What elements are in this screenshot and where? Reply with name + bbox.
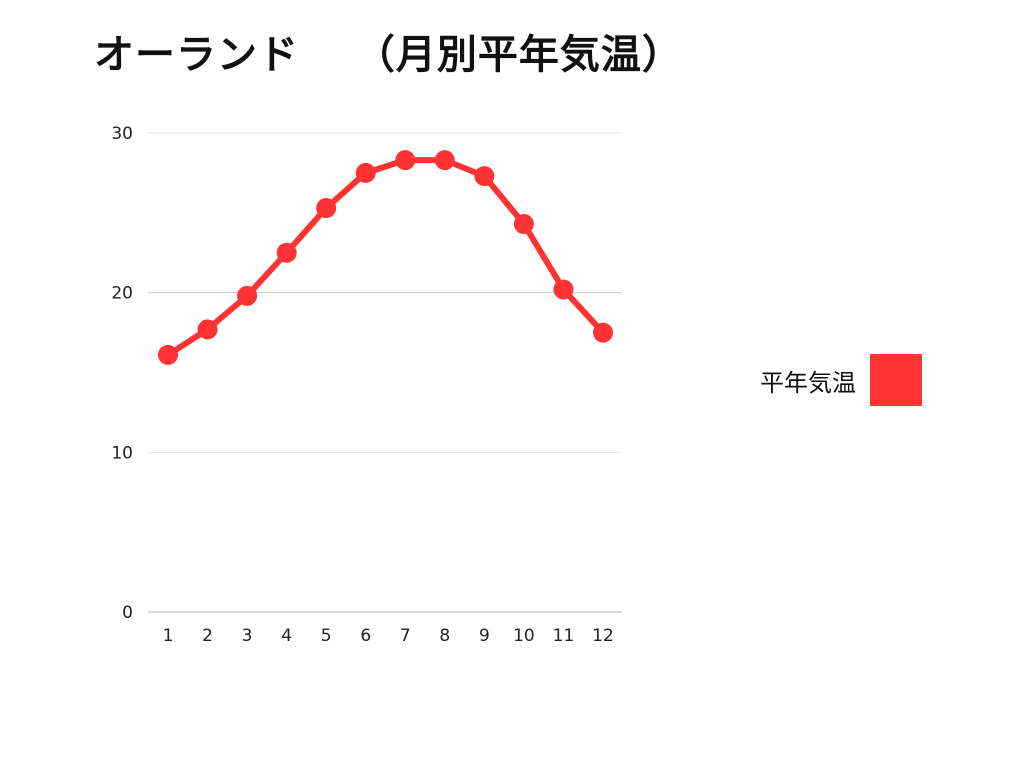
- data-point: [197, 319, 218, 340]
- x-tick-label: 5: [321, 626, 332, 646]
- series-layer: [158, 150, 613, 365]
- chart-title: オーランド （月別平年気温）: [94, 32, 683, 78]
- x-tick-label: 8: [439, 626, 450, 646]
- data-point: [355, 162, 376, 183]
- x-tick-label: 12: [592, 626, 614, 646]
- x-tick-label: 9: [479, 626, 490, 646]
- y-tick-label: 20: [111, 284, 133, 304]
- grid-lines: [148, 132, 622, 613]
- data-point: [434, 150, 455, 171]
- x-tick-label: 6: [360, 626, 371, 646]
- data-point: [158, 344, 178, 365]
- legend: 平年気温: [760, 354, 922, 406]
- x-tick-label: 11: [553, 626, 575, 646]
- legend-swatch: [870, 354, 922, 406]
- x-tick-label: 7: [400, 626, 411, 646]
- x-tick-label: 2: [202, 626, 213, 646]
- data-point: [276, 242, 297, 263]
- y-tick-label: 10: [111, 443, 133, 463]
- data-point: [553, 279, 574, 300]
- y-tick-label: 0: [122, 603, 133, 623]
- data-point: [395, 150, 416, 171]
- data-point: [513, 214, 534, 235]
- x-tick-label: 1: [163, 626, 174, 646]
- data-point: [316, 198, 337, 219]
- x-tick-label: 3: [242, 626, 253, 646]
- x-axis-ticks: 1 2 3 4 5 6 7 8 9 10 11 12: [163, 626, 614, 646]
- data-point: [237, 285, 258, 306]
- x-tick-label: 4: [281, 626, 292, 646]
- y-axis-ticks: 0 10 20 30: [111, 124, 133, 623]
- x-tick-label: 10: [513, 626, 535, 646]
- legend-label: 平年気温: [760, 368, 856, 397]
- data-point: [474, 166, 495, 187]
- series-line: [165, 157, 606, 358]
- y-tick-label: 30: [111, 124, 133, 144]
- data-point: [593, 322, 613, 343]
